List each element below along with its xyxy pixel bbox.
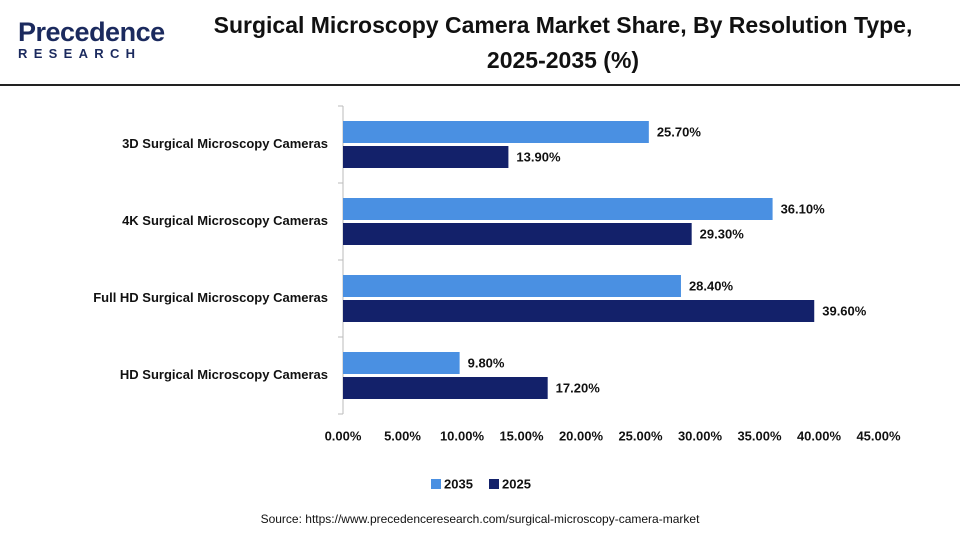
x-tick-label: 5.00% (384, 428, 421, 443)
x-tick-label: 10.00% (440, 428, 485, 443)
header-rule (0, 84, 960, 86)
bar (343, 377, 548, 399)
logo-name: Precedence (18, 17, 165, 47)
bar (343, 198, 773, 220)
legend-label: 2035 (444, 476, 473, 491)
logo-tagline: RESEARCH (18, 46, 142, 61)
y-tick-label: HD Surgical Microscopy Cameras (120, 367, 328, 382)
x-tick-label: 15.00% (499, 428, 544, 443)
legend-swatch (431, 479, 441, 489)
x-tick-label: 20.00% (559, 428, 604, 443)
x-tick-label: 40.00% (797, 428, 842, 443)
value-label: 9.80% (468, 355, 505, 370)
bar (343, 146, 509, 168)
x-tick-label: 30.00% (678, 428, 723, 443)
logo: Precedence RESEARCH (18, 18, 165, 61)
value-label: 28.40% (689, 278, 734, 293)
y-tick-label: 4K Surgical Microscopy Cameras (122, 213, 328, 228)
value-label: 25.70% (657, 124, 702, 139)
bar (343, 223, 692, 245)
x-tick-label: 45.00% (856, 428, 901, 443)
legend-swatch (489, 479, 499, 489)
x-tick-label: 35.00% (737, 428, 782, 443)
value-label: 36.10% (781, 201, 826, 216)
value-label: 13.90% (516, 149, 561, 164)
chart-title: Surgical Microscopy Camera Market Share,… (213, 12, 913, 73)
bar (343, 121, 649, 143)
y-tick-label: 3D Surgical Microscopy Cameras (122, 136, 328, 151)
value-label: 29.30% (700, 226, 745, 241)
bar (343, 352, 460, 374)
x-tick-label: 0.00% (325, 428, 362, 443)
value-label: 17.20% (556, 380, 601, 395)
bar (343, 300, 815, 322)
legend-label: 2025 (502, 476, 531, 491)
y-tick-label: Full HD Surgical Microscopy Cameras (93, 290, 328, 305)
value-label: 39.60% (822, 303, 867, 318)
bar (343, 275, 681, 297)
source: Source: https://www.precedenceresearch.c… (260, 512, 700, 526)
x-tick-label: 25.00% (618, 428, 663, 443)
